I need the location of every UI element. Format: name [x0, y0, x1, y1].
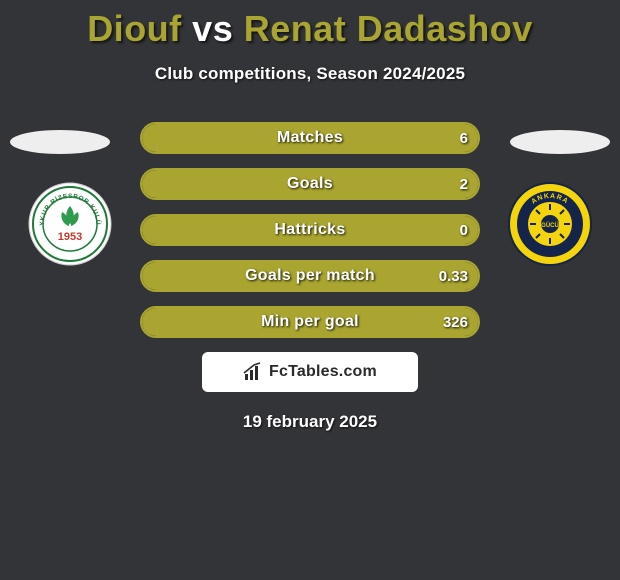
- brand-text: FcTables.com: [269, 363, 377, 381]
- stat-value-right: 6: [460, 124, 468, 152]
- stat-label: Matches: [142, 124, 478, 152]
- stat-value-right: 2: [460, 170, 468, 198]
- svg-text:GÜCÜ: GÜCÜ: [541, 222, 559, 229]
- player2-club-badge: ANKARA GÜCÜ: [508, 182, 592, 266]
- stat-label: Min per goal: [142, 308, 478, 336]
- content-area: ÇAYKUR RİZESPOR KULÜBÜ 1953 ANKARA: [0, 122, 620, 432]
- stat-row: Goals2: [140, 168, 480, 200]
- date-label: 19 february 2025: [0, 412, 620, 432]
- stat-row: Min per goal326: [140, 306, 480, 338]
- bar-chart-icon: [243, 362, 263, 382]
- stat-row: Goals per match0.33: [140, 260, 480, 292]
- player1-shadow-ellipse: [10, 130, 110, 154]
- comparison-title: Diouf vs Renat Dadashov: [0, 0, 620, 50]
- player2-shadow-ellipse: [510, 130, 610, 154]
- vs-label: vs: [192, 8, 233, 49]
- club-badge-left-icon: ÇAYKUR RİZESPOR KULÜBÜ 1953: [28, 182, 112, 266]
- stat-row: Matches6: [140, 122, 480, 154]
- stat-label: Hattricks: [142, 216, 478, 244]
- subtitle: Club competitions, Season 2024/2025: [0, 64, 620, 84]
- stat-value-right: 326: [443, 308, 468, 336]
- player1-club-badge: ÇAYKUR RİZESPOR KULÜBÜ 1953: [28, 182, 112, 266]
- stat-value-right: 0: [460, 216, 468, 244]
- stat-value-right: 0.33: [439, 262, 468, 290]
- brand-box[interactable]: FcTables.com: [202, 352, 418, 392]
- stats-list: Matches6Goals2Hattricks0Goals per match0…: [140, 122, 480, 338]
- club-badge-right-icon: ANKARA GÜCÜ: [508, 182, 592, 266]
- stat-label: Goals per match: [142, 262, 478, 290]
- player1-name: Diouf: [87, 8, 181, 49]
- stat-label: Goals: [142, 170, 478, 198]
- stat-row: Hattricks0: [140, 214, 480, 246]
- player2-name: Renat Dadashov: [244, 8, 533, 49]
- badge-left-year: 1953: [58, 231, 82, 243]
